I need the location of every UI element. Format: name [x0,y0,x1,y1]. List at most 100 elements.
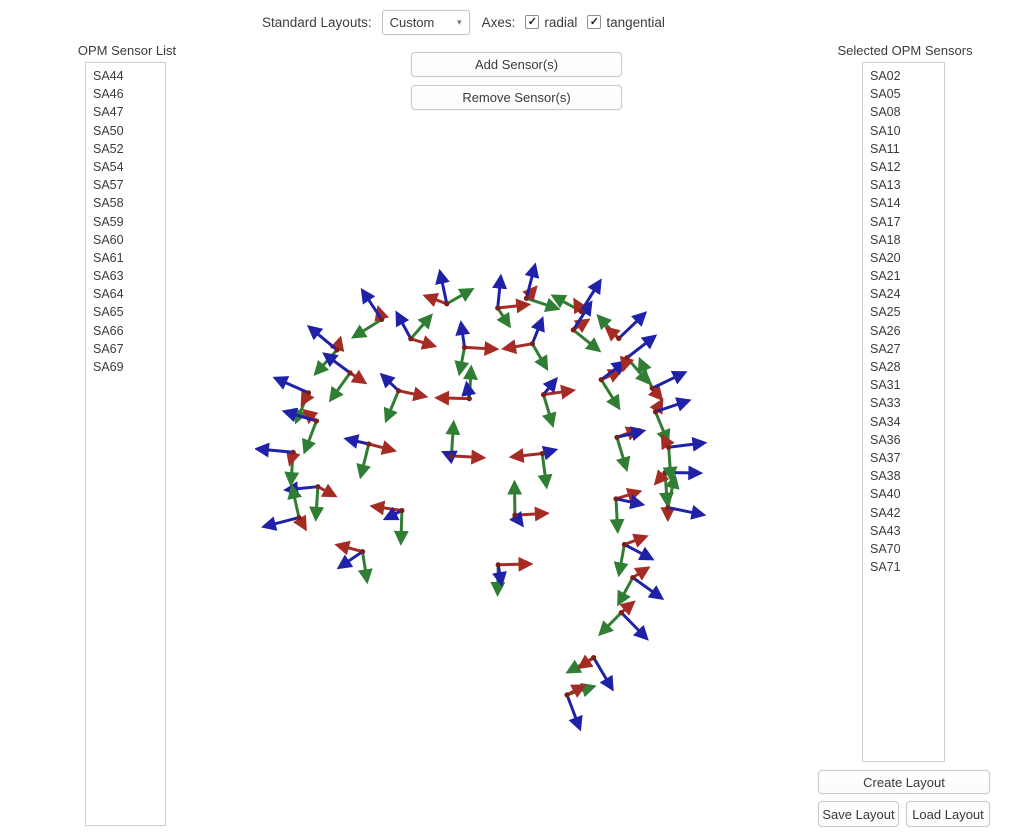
list-item[interactable]: SA37 [870,450,901,465]
list-item[interactable]: SA59 [93,214,124,229]
list-item[interactable]: SA46 [93,87,124,102]
sensor-origin-dot [662,469,668,476]
sensor-origin-dot [540,392,547,398]
radial-checkbox[interactable]: ✓ [525,15,540,29]
list-item[interactable]: SA47 [93,105,124,120]
list-item[interactable]: SA21 [870,269,901,284]
list-item[interactable]: SA13 [870,178,901,193]
list-item[interactable]: SA58 [93,196,124,211]
sensor-origin-dot [591,655,597,661]
radial-checkbox-row: ✓ radial [525,15,577,30]
list-item[interactable]: SA67 [93,341,124,356]
sensor-origin-dot [529,341,535,347]
sensor-origin-dot [613,496,619,502]
sensor-origin-dot [395,388,402,394]
list-item[interactable]: SA08 [870,105,901,120]
list-item[interactable]: SA14 [870,196,901,211]
list-item[interactable]: SA40 [870,487,901,502]
sensor-origin-dot [444,301,450,307]
list-item[interactable]: SA50 [93,123,124,138]
list-item[interactable]: SA63 [93,269,124,284]
list-item[interactable]: SA61 [93,250,124,265]
standard-layout-select[interactable]: Custom ▾ [381,9,470,35]
save-layout-button[interactable]: Save Layout [818,801,899,827]
sensor-origin-dot [315,484,321,490]
list-item[interactable]: SA38 [870,469,901,484]
sensor-origin-dot [334,347,340,353]
opm-sensor-list-title: OPM Sensor List [77,43,177,58]
opm-sensor-list[interactable]: SA44 SA46 SA47 SA50 SA52 SA54 SA57 SA58 SA59 SA60… [85,62,166,826]
sensor-origin-dot [666,444,672,450]
list-item[interactable]: SA11 [870,141,900,156]
list-item[interactable]: SA70 [870,541,901,556]
sensor-3d-view[interactable] [255,255,725,755]
sensor-origin-dot [616,335,622,342]
list-item[interactable]: SA54 [93,159,124,174]
tangential-checkbox[interactable]: ✓ [587,15,602,29]
list-item[interactable]: SA60 [93,232,124,247]
list-item[interactable]: SA36 [870,432,901,447]
list-item[interactable]: SA20 [870,250,901,265]
sensor-origin-dot [296,514,302,521]
tangential-checkbox-row: ✓ tangential [587,15,665,30]
sensor-origin-dot [665,504,671,511]
list-item[interactable]: SA57 [93,178,124,193]
sensor-origin-dot [523,295,529,301]
sensor-origin-dot [495,562,501,568]
list-item[interactable]: SA33 [870,396,901,411]
sensor-origin-dot [614,434,620,440]
sensor-origin-dot [539,450,545,457]
sensor-origin-dot [649,385,655,391]
sensor-origin-dot [630,574,636,581]
add-sensors-button[interactable]: Add Sensor(s) [411,52,622,77]
list-item[interactable]: SA64 [93,287,124,302]
sensor-origin-dot [359,548,366,555]
layout-select-value: Custom [389,14,435,30]
list-item[interactable]: SA02 [870,69,901,83]
list-item[interactable]: SA42 [870,505,901,520]
remove-sensors-button[interactable]: Remove Sensor(s) [411,85,622,110]
sensor-origin-dot [598,377,604,383]
sensor-origin-dot [366,441,372,447]
selected-opm-sensors-list[interactable]: SA02 SA05 SA08 SA10 SA11 SA12 SA13 SA14 SA17 SA18… [862,62,945,762]
list-item[interactable]: SA43 [870,523,901,538]
list-item[interactable]: SA28 [870,360,901,374]
sensor-origin-dot [290,449,296,455]
list-item[interactable]: SA12 [870,159,901,174]
tangential-checkbox-label: tangential [606,14,665,30]
selected-opm-sensors-title: Selected OPM Sensors [837,43,973,58]
list-item[interactable]: SA26 [870,323,901,338]
list-item[interactable]: SA27 [870,341,901,356]
list-item[interactable]: SA24 [870,287,901,302]
sensor-origin-dot [313,418,320,424]
list-item[interactable]: SA18 [870,232,901,247]
toolbar: Standard Layouts: Custom ▾ Axes: ✓ radia… [262,8,665,36]
list-item[interactable]: SA66 [93,323,124,338]
sensor-origin-dot [621,541,627,548]
create-layout-button[interactable]: Create Layout [818,770,990,794]
sensor-origin-dot [512,512,518,518]
list-item[interactable]: SA10 [870,123,901,138]
sensor-origin-dot [495,305,501,311]
list-item[interactable]: SA25 [870,305,901,320]
sensor-origin-dot [466,396,472,402]
sensor-origin-dot [448,453,455,459]
list-item[interactable]: SA69 [93,360,124,374]
list-item[interactable]: SA31 [870,378,901,393]
sensor-origin-dot [399,507,405,514]
sensor-origin-dot [305,390,312,396]
sensor-origin-dot [570,327,576,333]
list-item[interactable]: SA44 [93,69,124,83]
list-item[interactable]: SA65 [93,305,124,320]
list-item[interactable]: SA17 [870,214,901,229]
load-layout-button[interactable]: Load Layout [906,801,990,827]
sensor-origin-dot [578,308,584,314]
sensor-origin-dot [379,316,385,323]
list-item[interactable]: SA71 [870,560,901,575]
list-item[interactable]: SA52 [93,141,124,156]
sensor-origin-dot [564,692,570,698]
list-item[interactable]: SA05 [870,87,901,102]
sensor-origin-dot [624,355,630,361]
sensor-origin-dot [347,370,353,376]
list-item[interactable]: SA34 [870,414,901,429]
